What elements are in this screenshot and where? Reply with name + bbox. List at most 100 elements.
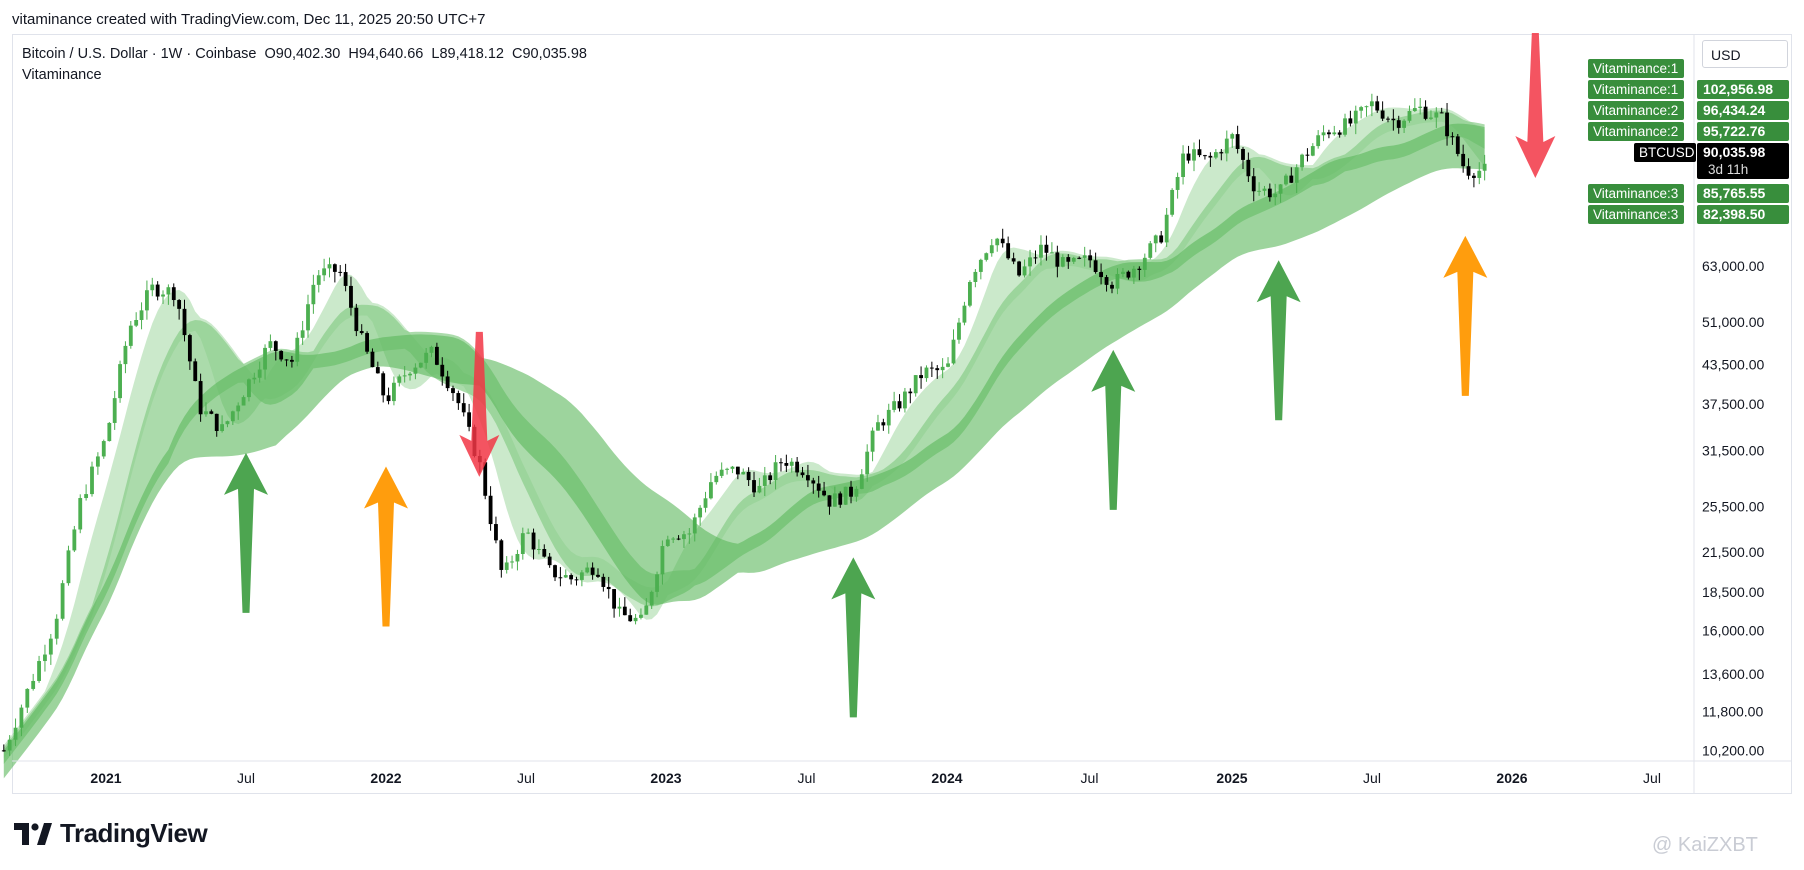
candle-body[interactable] xyxy=(494,524,498,541)
candle-body[interactable] xyxy=(639,614,643,618)
candle-body[interactable] xyxy=(499,540,504,570)
candle-body[interactable] xyxy=(118,364,122,399)
candle-body[interactable] xyxy=(703,498,708,508)
candle-body[interactable] xyxy=(762,475,767,486)
candle-body[interactable] xyxy=(1332,132,1337,135)
candle-body[interactable] xyxy=(145,290,149,311)
candle-body[interactable] xyxy=(1445,112,1449,137)
candle-body[interactable] xyxy=(1284,175,1288,185)
candle-body[interactable] xyxy=(854,488,859,497)
candle-body[interactable] xyxy=(1104,277,1109,285)
candle-body[interactable] xyxy=(1033,257,1038,259)
candle-body[interactable] xyxy=(892,401,897,410)
candle-body[interactable] xyxy=(1439,112,1444,114)
candle-body[interactable] xyxy=(919,375,923,379)
candle-body[interactable] xyxy=(359,331,364,334)
candle-body[interactable] xyxy=(924,367,929,379)
candle-body[interactable] xyxy=(1429,117,1433,119)
candle-body[interactable] xyxy=(714,475,719,483)
candle-body[interactable] xyxy=(123,345,128,365)
candle-body[interactable] xyxy=(682,534,686,540)
candle-body[interactable] xyxy=(354,307,359,332)
candle-body[interactable] xyxy=(789,461,794,466)
candle-body[interactable] xyxy=(1213,152,1218,158)
candle-body[interactable] xyxy=(1071,257,1076,262)
candle-body[interactable] xyxy=(1186,153,1191,161)
candle-body[interactable] xyxy=(1434,112,1439,118)
candle-body[interactable] xyxy=(1294,167,1299,183)
candle-body[interactable] xyxy=(1316,135,1321,147)
candle-body[interactable] xyxy=(300,330,305,338)
candle-body[interactable] xyxy=(25,688,30,708)
candle-body[interactable] xyxy=(66,550,71,584)
candle-body[interactable] xyxy=(574,579,579,581)
candle-body[interactable] xyxy=(989,245,994,254)
chart-frame[interactable] xyxy=(12,34,1792,794)
candle-body[interactable] xyxy=(230,411,235,422)
candle-body[interactable] xyxy=(665,539,670,547)
candle-body[interactable] xyxy=(78,498,83,530)
candle-body[interactable] xyxy=(445,376,450,389)
candle-body[interactable] xyxy=(1289,175,1294,183)
candle-body[interactable] xyxy=(386,395,391,402)
candle-body[interactable] xyxy=(429,346,434,353)
candle-body[interactable] xyxy=(37,661,41,681)
candle-body[interactable] xyxy=(784,463,789,466)
candle-body[interactable] xyxy=(676,538,681,540)
candle-body[interactable] xyxy=(1137,268,1142,270)
candle-body[interactable] xyxy=(166,287,171,295)
candle-body[interactable] xyxy=(838,493,843,505)
candle-body[interactable] xyxy=(1088,255,1093,261)
candle-body[interactable] xyxy=(1099,272,1103,278)
candle-body[interactable] xyxy=(1380,110,1385,119)
candle-body[interactable] xyxy=(1359,107,1364,111)
candle-body[interactable] xyxy=(698,507,703,518)
candle-body[interactable] xyxy=(434,346,439,365)
candle-body[interactable] xyxy=(54,618,59,639)
candle-body[interactable] xyxy=(236,405,241,412)
candle-body[interactable] xyxy=(687,533,692,535)
candle-body[interactable] xyxy=(1353,110,1358,124)
candle-body[interactable] xyxy=(876,422,880,431)
candle-body[interactable] xyxy=(370,351,375,368)
candle-body[interactable] xyxy=(1412,108,1417,112)
candle-body[interactable] xyxy=(601,576,606,587)
candle-body[interactable] xyxy=(311,284,316,305)
candle-body[interactable] xyxy=(827,495,832,507)
candle-body[interactable] xyxy=(1305,154,1310,156)
candle-body[interactable] xyxy=(209,411,214,414)
candle-body[interactable] xyxy=(112,398,117,423)
candle-body[interactable] xyxy=(295,337,300,362)
candle-body[interactable] xyxy=(257,369,262,378)
candle-body[interactable] xyxy=(1175,177,1180,190)
candle-body[interactable] xyxy=(161,294,165,297)
candle-body[interactable] xyxy=(735,466,740,475)
candle-body[interactable] xyxy=(1164,214,1169,243)
candle-body[interactable] xyxy=(252,377,257,380)
candle-body[interactable] xyxy=(596,574,600,577)
candle-body[interactable] xyxy=(128,325,133,346)
candle-body[interactable] xyxy=(31,680,36,689)
candle-body[interactable] xyxy=(338,271,343,273)
candle-body[interactable] xyxy=(752,480,756,493)
candle-body[interactable] xyxy=(617,606,622,609)
candle-body[interactable] xyxy=(1126,271,1131,278)
candle-body[interactable] xyxy=(978,259,983,272)
candle-body[interactable] xyxy=(655,574,659,592)
candle-body[interactable] xyxy=(1348,118,1353,124)
candle-body[interactable] xyxy=(155,284,160,297)
candle-body[interactable] xyxy=(1423,106,1428,119)
candle-body[interactable] xyxy=(392,382,396,402)
candle-body[interactable] xyxy=(263,347,267,370)
candle-body[interactable] xyxy=(1337,132,1342,135)
candle-body[interactable] xyxy=(973,271,978,282)
candle-body[interactable] xyxy=(1208,155,1213,158)
candle-body[interactable] xyxy=(284,359,289,361)
candle-body[interactable] xyxy=(757,485,762,493)
candle-body[interactable] xyxy=(1000,238,1005,244)
candle-body[interactable] xyxy=(1022,266,1027,276)
candle-body[interactable] xyxy=(1055,252,1060,267)
candle-body[interactable] xyxy=(241,397,246,406)
candle-body[interactable] xyxy=(7,739,12,751)
